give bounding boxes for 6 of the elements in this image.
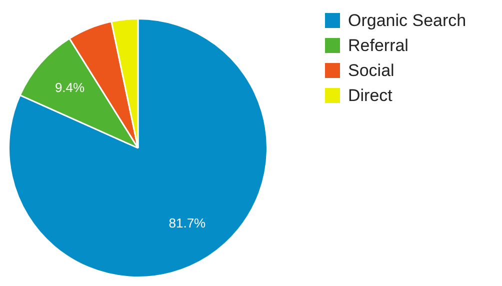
- legend-label: Organic Search: [348, 10, 466, 30]
- data-label: 9.4%: [54, 80, 86, 96]
- legend-label: Direct: [348, 86, 392, 106]
- legend-label: Social: [348, 60, 394, 80]
- data-label: 81.7%: [168, 216, 206, 231]
- legend-label: Referral: [348, 36, 408, 56]
